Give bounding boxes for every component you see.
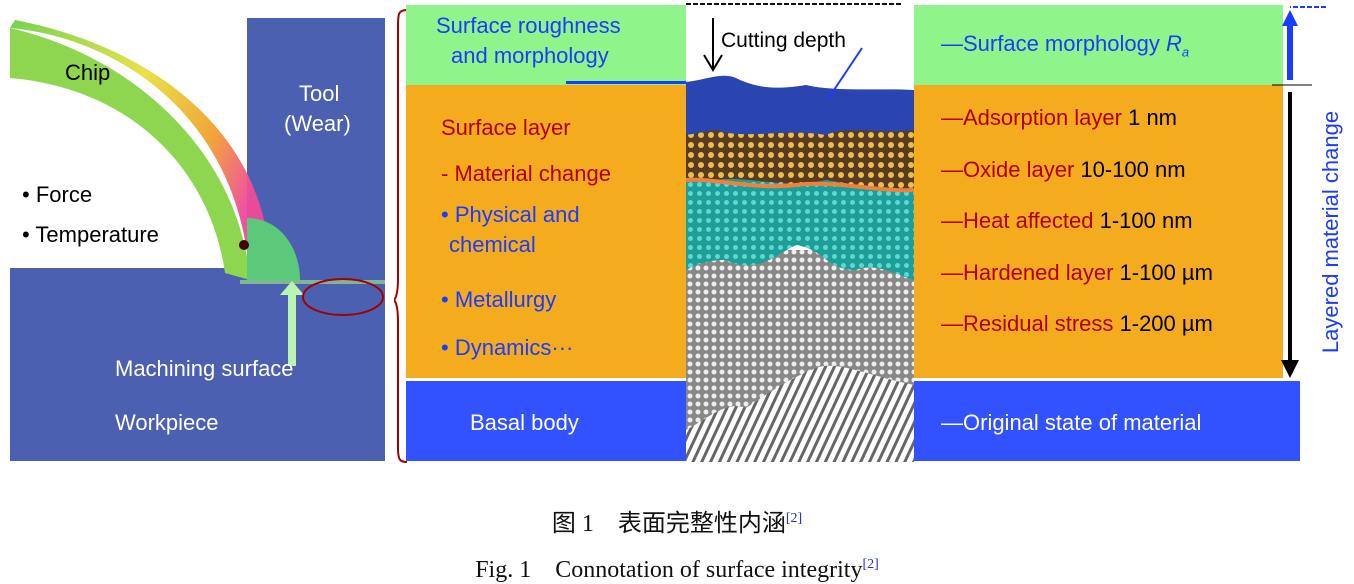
curly-brace — [394, 9, 408, 463]
chemical-label: chemical — [449, 232, 536, 257]
dynamics-label: • Dynamics··· — [441, 335, 574, 360]
original-state-box — [914, 381, 1300, 461]
caption-cn-ref[interactable]: [2] — [785, 511, 803, 526]
basal-body-box — [406, 381, 686, 461]
layer-value: 1-200 µm — [1113, 311, 1213, 336]
simulation-panel: Chip Tool (Wear) • Force • Temperature M… — [10, 18, 385, 461]
layer-item: —Residual stress 1-200 µm — [941, 311, 1213, 337]
layer-item: —Oxide layer 10-100 nm — [941, 157, 1186, 183]
original-state-label: —Original state of material — [941, 410, 1202, 435]
cutting-depth-label: Cutting depth — [721, 29, 846, 52]
chip-label: Chip — [65, 60, 111, 85]
up-arrow-icon — [1282, 10, 1298, 80]
layers-box — [914, 85, 1283, 378]
arrows — [1272, 6, 1326, 378]
layer-value: 10-100 nm — [1074, 157, 1186, 182]
layer-value: 1 nm — [1121, 105, 1178, 130]
metallurgy-label: • Metallurgy — [441, 287, 557, 312]
caption-cn: 图 1 表面完整性内涵[2] — [0, 503, 1354, 538]
layer-name: —Hardened layer — [941, 260, 1114, 285]
layer-name: —Heat affected — [941, 208, 1094, 233]
surface-roughness-label: Surface roughness — [436, 13, 621, 38]
layer-item: —Heat affected 1-100 nm — [941, 208, 1193, 234]
roughness-box — [406, 5, 686, 85]
morphology-box — [914, 5, 1283, 85]
and-morphology-label: and morphology — [451, 43, 609, 68]
machining-surface-label: Machining surface — [115, 356, 294, 381]
layered-change-label: Layered material change — [1318, 110, 1343, 354]
layer-item: —Hardened layer 1-100 µm — [941, 260, 1213, 286]
layer-item: —Adsorption layer 1 nm — [941, 105, 1177, 131]
material-change-label: - Material change — [441, 161, 611, 186]
surface-morphology-text: —Surface morphology — [941, 31, 1166, 56]
layer-value: 1-100 nm — [1093, 208, 1193, 233]
ra-subscript: a — [1181, 44, 1190, 60]
surface-morphology-label: —Surface morphology Ra — [941, 31, 1189, 59]
machining-surface-arrow — [280, 281, 304, 366]
force-label: • Force — [22, 182, 93, 207]
layer-illustration — [686, 3, 914, 462]
caption-en: Fig. 1 Connotation of surface integrity[… — [0, 549, 1354, 584]
surface-layer-label: Surface layer — [441, 115, 571, 140]
temperature-label: • Temperature — [22, 222, 159, 247]
tool-wear-label: (Wear) — [284, 111, 351, 136]
caption-en-ref[interactable]: [2] — [862, 557, 879, 572]
workpiece-label: Workpiece — [115, 410, 219, 435]
workpiece-block — [10, 268, 385, 461]
down-arrow-icon — [1281, 360, 1299, 378]
physical-label: • Physical and — [441, 202, 580, 227]
morphology-pointer-line — [566, 81, 686, 84]
caption-cn-text: 图 1 表面完整性内涵 — [551, 511, 786, 537]
highlight-ellipse — [302, 278, 384, 316]
basal-body-label: Basal body — [470, 410, 579, 435]
surface-layer-box — [406, 85, 686, 378]
layer-value: 1-100 µm — [1113, 260, 1213, 285]
layer-name: —Residual stress — [941, 311, 1114, 336]
caption-en-text: Fig. 1 Connotation of surface integrity — [475, 557, 863, 583]
chip-shape — [10, 20, 300, 280]
workpiece-surface-line — [240, 280, 385, 284]
layer-name: —Adsorption layer — [941, 105, 1122, 130]
layer-name: —Oxide layer — [941, 157, 1075, 182]
ra-symbol: R — [1166, 31, 1182, 56]
tool-label: Tool — [299, 81, 340, 106]
